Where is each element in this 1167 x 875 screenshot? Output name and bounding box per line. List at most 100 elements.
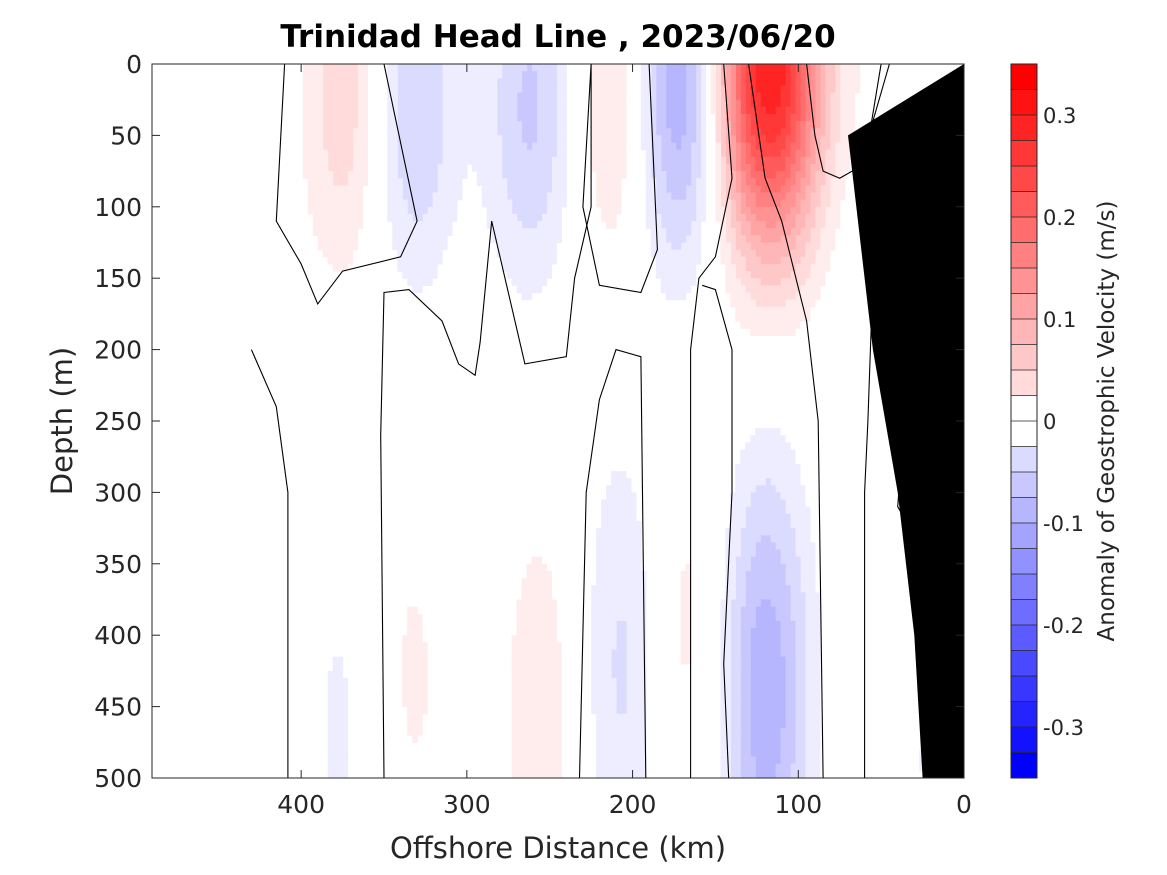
field-cell	[799, 592, 806, 601]
field-cell	[765, 570, 771, 579]
field-cell	[794, 742, 801, 751]
field-cell	[606, 649, 612, 658]
field-cell	[407, 635, 413, 643]
field-cell	[770, 756, 776, 765]
field-cell	[750, 735, 756, 743]
field-cell	[630, 742, 637, 751]
field-cell	[715, 128, 721, 136]
field-cell	[551, 256, 557, 265]
field-cell	[780, 485, 786, 493]
field-cell	[790, 228, 796, 236]
field-cell	[824, 249, 831, 258]
field-cell	[591, 656, 597, 665]
field-cell	[849, 121, 856, 129]
field-cell	[755, 328, 761, 336]
field-cell	[536, 720, 543, 729]
field-cell	[551, 113, 557, 122]
field-cell	[501, 149, 508, 158]
field-cell	[755, 156, 761, 165]
field-cell	[775, 156, 781, 165]
field-cell	[392, 178, 398, 186]
field-cell	[819, 171, 826, 179]
field-cell	[680, 71, 687, 79]
field-cell	[456, 135, 463, 144]
field-cell	[317, 171, 324, 179]
field-cell	[780, 585, 786, 593]
field-cell	[546, 692, 552, 701]
field-cell	[720, 135, 726, 144]
field-cell	[794, 278, 801, 286]
field-cell	[785, 299, 791, 308]
field-cell	[700, 206, 707, 215]
field-cell	[606, 221, 612, 229]
field-cell	[819, 64, 826, 72]
field-cell	[685, 135, 692, 144]
field-cell	[790, 528, 796, 536]
field-cell	[536, 163, 543, 172]
field-cell	[611, 685, 617, 693]
field-cell	[680, 178, 687, 186]
field-cell	[814, 592, 821, 601]
field-cell	[790, 463, 796, 472]
field-cell	[526, 763, 533, 772]
field-cell	[814, 713, 821, 722]
field-cell	[839, 163, 846, 172]
field-cell	[526, 663, 533, 672]
field-cell	[799, 628, 806, 636]
field-cell	[745, 92, 751, 101]
field-cell	[765, 763, 771, 772]
field-cell	[486, 71, 493, 79]
field-cell	[785, 642, 791, 651]
field-cell	[680, 192, 687, 201]
field-cell	[760, 113, 766, 122]
field-cell	[745, 678, 751, 686]
field-cell	[606, 549, 612, 558]
field-cell	[760, 685, 766, 693]
field-cell	[819, 99, 826, 108]
field-cell	[790, 570, 796, 579]
field-cell	[655, 263, 662, 272]
field-cell	[725, 78, 731, 87]
field-cell	[785, 599, 791, 608]
field-cell	[770, 142, 776, 151]
field-cell	[745, 692, 751, 701]
field-cell	[342, 235, 349, 244]
field-cell	[730, 163, 736, 172]
x-axis: 400 300 200 100 0	[277, 64, 972, 819]
field-cell	[312, 64, 319, 72]
field-cell	[511, 699, 518, 708]
field-cell	[770, 699, 776, 708]
field-cell	[526, 292, 533, 301]
field-cell	[601, 535, 607, 543]
field-cell	[804, 763, 811, 772]
field-cell	[442, 228, 448, 236]
field-cell	[750, 142, 756, 151]
field-cell	[775, 592, 781, 601]
field-cell	[620, 670, 627, 679]
field-cell	[501, 185, 508, 194]
field-cell	[760, 321, 766, 329]
field-cell	[491, 99, 498, 108]
field-cell	[596, 78, 602, 87]
field-cell	[620, 599, 627, 608]
field-cell	[387, 149, 393, 158]
field-cell	[606, 513, 612, 522]
field-cell	[536, 92, 543, 101]
x-tick-label: 400	[277, 790, 325, 819]
field-cell	[611, 613, 617, 622]
field-cell	[814, 685, 821, 693]
field-cell	[715, 121, 721, 129]
field-cell	[541, 578, 547, 586]
field-cell	[799, 163, 806, 172]
field-cell	[770, 278, 776, 286]
field-cell	[740, 213, 746, 222]
field-cell	[765, 499, 771, 508]
field-cell	[814, 735, 821, 743]
field-cell	[387, 135, 393, 144]
field-cell	[775, 278, 781, 286]
field-cell	[616, 742, 622, 751]
field-cell	[725, 742, 731, 751]
field-cell	[302, 171, 309, 179]
field-cell	[526, 713, 533, 722]
field-cell	[442, 113, 448, 122]
